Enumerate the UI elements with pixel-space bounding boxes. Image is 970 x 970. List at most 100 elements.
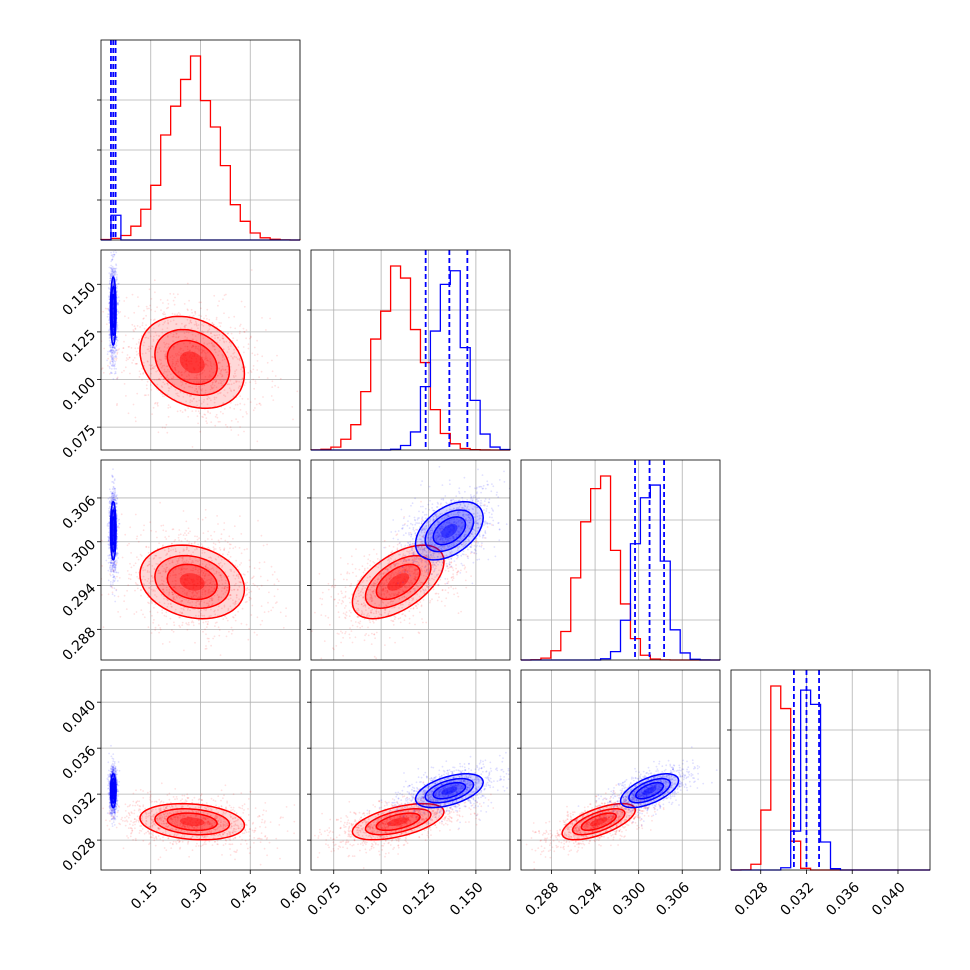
sample-point (186, 592, 188, 595)
sample-point (143, 361, 145, 364)
sample-point (142, 575, 145, 578)
sample-point (210, 597, 213, 600)
sample-point (196, 597, 199, 599)
sample-point (178, 616, 181, 619)
sample-point (158, 557, 161, 559)
sample-point (437, 584, 440, 587)
sample-point (150, 372, 152, 375)
sample-point (203, 384, 206, 387)
sample-point (111, 346, 114, 348)
sample-point (254, 407, 256, 409)
sample-point (223, 394, 225, 396)
sample-point (217, 420, 220, 423)
sample-point (157, 624, 160, 627)
sample-point (256, 339, 258, 342)
sample-point (120, 513, 123, 516)
sample-point (172, 548, 175, 551)
sample-point (110, 368, 113, 370)
sample-point (162, 583, 164, 586)
sample-point (194, 310, 197, 313)
sample-point (113, 587, 116, 590)
sample-point (207, 567, 210, 569)
sample-point (111, 492, 114, 495)
sample-point (207, 602, 209, 605)
sample-point (191, 579, 194, 582)
sample-point (223, 587, 226, 590)
sample-point (109, 553, 112, 556)
sample-point (165, 538, 168, 540)
sample-point (176, 360, 179, 363)
sample-point (393, 581, 396, 584)
sample-point (109, 569, 112, 572)
sample-point (114, 577, 117, 580)
sample-point (460, 522, 463, 525)
sample-point (111, 351, 113, 354)
sample-point (108, 272, 111, 274)
sample-point (174, 330, 177, 333)
sample-point (254, 398, 256, 400)
sample-point (110, 344, 113, 347)
sample-point (114, 499, 117, 502)
sample-point (187, 415, 190, 418)
sample-point (175, 363, 178, 365)
sample-point (111, 481, 113, 483)
sample-point (214, 548, 217, 550)
sample-point (112, 281, 114, 283)
sample-point (164, 536, 167, 538)
sample-point (202, 621, 205, 624)
sample-point (126, 589, 128, 592)
sample-point (156, 403, 159, 405)
sample-point (111, 358, 114, 361)
sample-point (113, 494, 115, 496)
sample-point (186, 337, 189, 339)
sample-point (216, 336, 219, 339)
sample-point (272, 399, 275, 401)
sample-point (191, 446, 194, 448)
sample-point (202, 349, 204, 352)
sample-point (217, 354, 220, 357)
sample-point (373, 633, 376, 636)
sample-point (188, 395, 191, 398)
sample-point (194, 541, 196, 543)
sample-point (112, 526, 115, 529)
sample-point (235, 380, 237, 382)
sample-point (113, 494, 115, 497)
sample-point (213, 594, 216, 597)
sample-point (108, 502, 111, 505)
sample-point (166, 382, 169, 385)
sample-point (435, 561, 438, 564)
sample-point (115, 552, 118, 554)
sample-point (224, 368, 227, 371)
sample-point (187, 407, 190, 409)
sample-point (183, 386, 186, 389)
sample-point (430, 561, 433, 564)
sample-point (235, 356, 238, 359)
sample-point (431, 564, 433, 567)
histogram-series-1 (100, 55, 301, 241)
sample-point (222, 402, 225, 404)
sample-point (165, 352, 168, 355)
sample-point (115, 349, 117, 352)
sample-point (111, 491, 114, 494)
sample-point (175, 323, 178, 325)
sample-point (156, 611, 159, 614)
sample-point (114, 370, 117, 373)
sample-point (219, 382, 222, 384)
sample-point (412, 598, 415, 601)
sample-point (191, 363, 193, 365)
sample-point (92, 349, 94, 351)
sample-point (159, 363, 162, 366)
sample-point (282, 626, 285, 629)
sample-point (192, 367, 195, 370)
sample-point (110, 267, 112, 269)
sample-point (223, 294, 226, 297)
sample-point (226, 332, 229, 335)
sample-point (219, 379, 222, 382)
sample-point (368, 614, 371, 617)
sample-point (181, 600, 184, 602)
sample-point (219, 361, 222, 364)
sample-point (421, 535, 424, 538)
sample-point (188, 374, 191, 377)
sample-point (271, 380, 274, 383)
sample-point (108, 488, 111, 491)
